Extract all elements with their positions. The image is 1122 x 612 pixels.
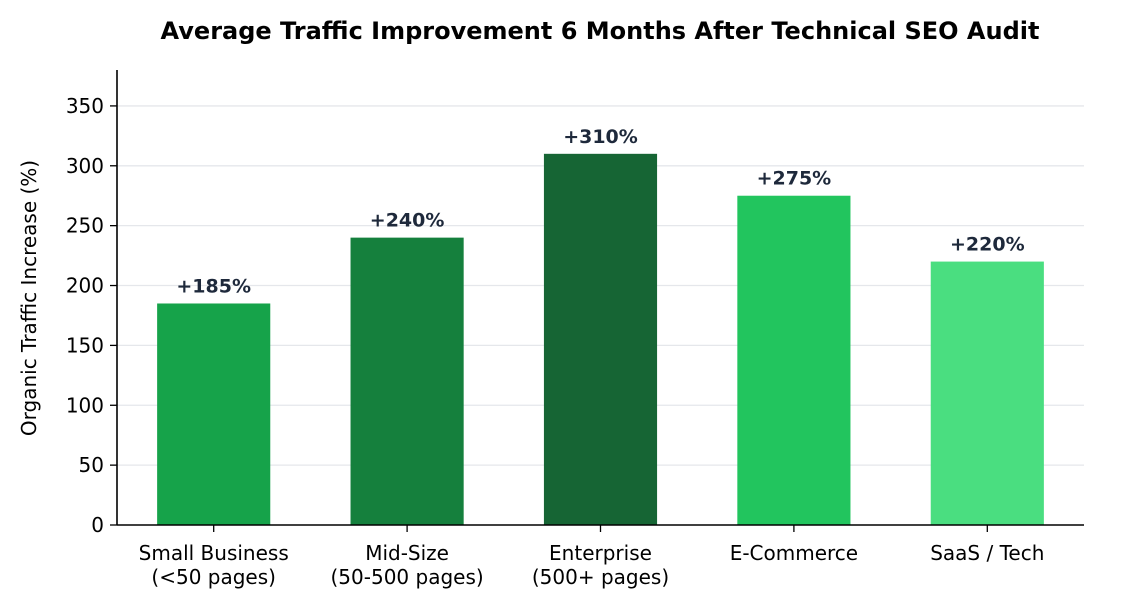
x-tick-label: Enterprise (500+ pages) xyxy=(532,541,669,589)
x-tick-label-line: Small Business xyxy=(139,541,289,565)
bar xyxy=(350,237,464,525)
y-tick-label: 150 xyxy=(66,333,104,357)
bar xyxy=(737,195,851,525)
y-tick-label: 50 xyxy=(79,453,104,477)
bar-value-label: +185% xyxy=(176,275,251,297)
data-labels: +185% +240% +310% +275% +220% xyxy=(176,126,1024,298)
x-tick-label-line: (500+ pages) xyxy=(532,565,669,589)
bar-value-label: +220% xyxy=(950,234,1025,256)
x-tick-label-line: Mid-Size xyxy=(365,541,449,565)
x-tick-label: Mid-Size (50-500 pages) xyxy=(331,541,484,589)
y-tick-label: 300 xyxy=(66,154,104,178)
y-tick-label: 200 xyxy=(66,274,104,298)
bar xyxy=(157,303,271,525)
y-tick-label: 100 xyxy=(66,393,104,417)
x-tick-label-line: (<50 pages) xyxy=(151,565,276,589)
bar xyxy=(543,153,658,525)
x-tick-label-line: E-Commerce xyxy=(730,541,858,565)
bars xyxy=(157,153,1044,525)
y-axis-label: Organic Traffic Increase (%) xyxy=(17,160,41,436)
x-tick-label: Small Business (<50 pages) xyxy=(139,541,289,589)
bar-value-label: +310% xyxy=(563,126,638,148)
x-tick-label: SaaS / Tech xyxy=(930,541,1044,565)
bar xyxy=(930,261,1044,525)
y-tick-label: 350 xyxy=(66,94,104,118)
y-tick-label: 0 xyxy=(91,513,104,537)
chart-title: Average Traffic Improvement 6 Months Aft… xyxy=(161,17,1040,45)
x-tick-label-line: Enterprise xyxy=(549,541,652,565)
bar-value-label: +275% xyxy=(757,168,832,190)
x-tick-label-line: SaaS / Tech xyxy=(930,541,1044,565)
axes: 0 50 100 150 200 250 300 350 Small Business (<50 … xyxy=(66,70,1084,589)
bar-value-label: +240% xyxy=(370,210,445,232)
x-tick-label-line: (50-500 pages) xyxy=(331,565,484,589)
y-tick-label: 250 xyxy=(66,214,104,238)
x-tick-label: E-Commerce xyxy=(730,541,858,565)
